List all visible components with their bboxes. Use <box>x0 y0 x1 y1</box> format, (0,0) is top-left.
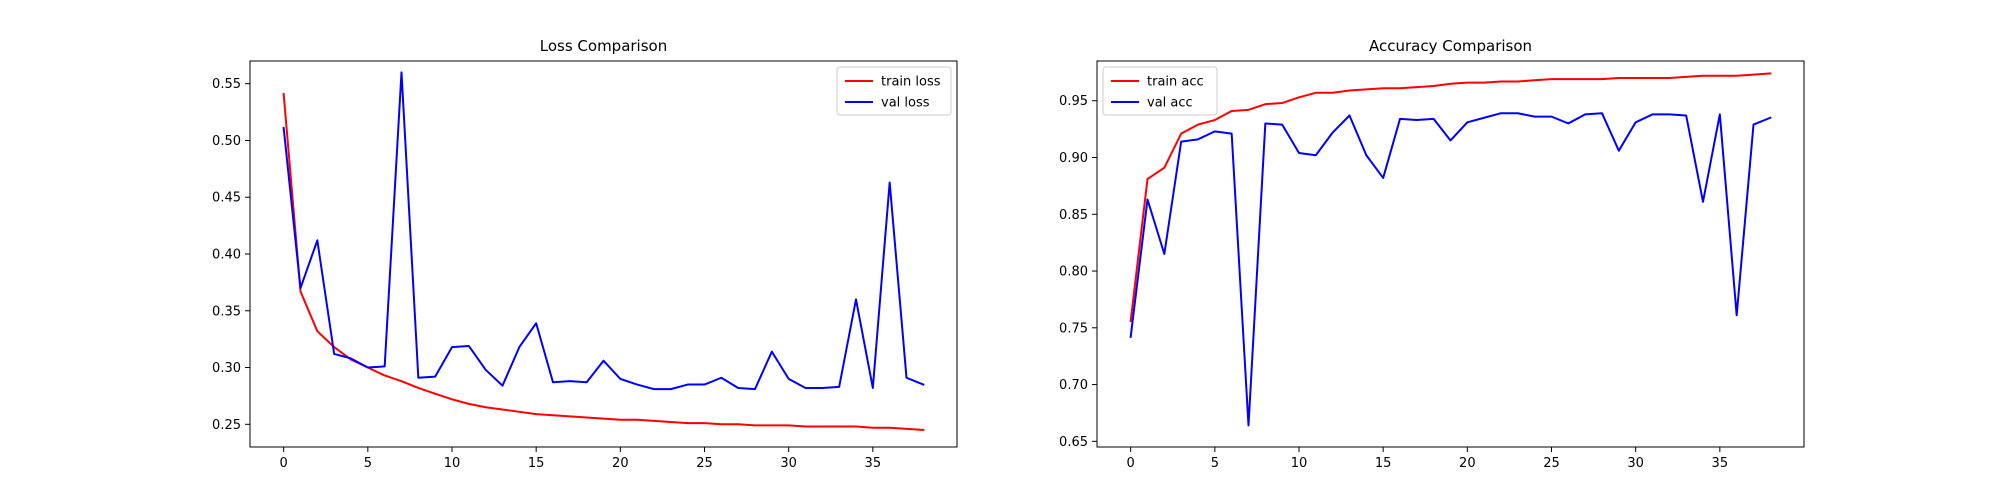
chart-1-accuracy-comparison-y-tick-label: 0.85 <box>1059 208 1088 223</box>
chart-0-loss-comparison-legend-label-train-loss: train loss <box>881 75 941 90</box>
chart-0-loss-comparison-legend-label-val-loss: val loss <box>881 96 930 111</box>
chart-0-loss-comparison-y-tick-label: 0.40 <box>212 248 241 263</box>
chart-0-loss-comparison-series-train-loss-line <box>282 92 925 432</box>
chart-1-accuracy-comparison-title: Accuracy Comparison <box>1369 37 1532 55</box>
accuracy-comparison-chart: Accuracy Comparison 0 5 10 15 20 25 30 35 0.65 0.7… <box>1059 37 1805 471</box>
chart-1-accuracy-comparison-y-tick-label: 0.90 <box>1059 151 1088 166</box>
chart-1-accuracy-comparison-x-tick-label: 10 <box>1291 456 1308 471</box>
chart-0-loss-comparison-y-tick-label: 0.30 <box>212 361 241 376</box>
chart-0-loss-comparison-x-tick-label: 30 <box>780 456 797 471</box>
chart-0-loss-comparison-legend: train loss val loss <box>836 66 952 116</box>
chart-0-loss-comparison-title: Loss Comparison <box>540 37 667 55</box>
chart-1-accuracy-comparison-legend: train acc val acc <box>1102 66 1218 116</box>
chart-1-accuracy-comparison-legend-label-val-acc: val acc <box>1147 96 1193 111</box>
chart-1-accuracy-comparison-axes-frame <box>1096 60 1805 448</box>
chart-0-loss-comparison-y-tick-label: 0.50 <box>212 134 241 149</box>
chart-0-loss-comparison-y-tick-label: 0.55 <box>212 77 241 92</box>
chart-0-loss-comparison-y-tick-label: 0.45 <box>212 191 241 206</box>
chart-0-loss-comparison-x-tick-label: 25 <box>696 456 713 471</box>
chart-1-accuracy-comparison-x-tick-label: 15 <box>1375 456 1392 471</box>
loss-comparison-chart: Loss Comparison 0 5 10 15 20 25 30 35 0.25 0.30 0.3… <box>212 37 958 471</box>
chart-0-loss-comparison-y-tick-label: 0.35 <box>212 304 241 319</box>
chart-0-loss-comparison-x-tick-label: 15 <box>528 456 545 471</box>
chart-1-accuracy-comparison-x-tick-label: 25 <box>1543 456 1560 471</box>
chart-1-accuracy-comparison-x-tick-label: 5 <box>1211 456 1219 471</box>
chart-1-accuracy-comparison-series-train-acc-line <box>1129 72 1772 323</box>
chart-0-loss-comparison-x-tick-label: 5 <box>364 456 372 471</box>
chart-0-loss-comparison-x-tick-label: 20 <box>612 456 629 471</box>
chart-0-loss-comparison-x-tick-label: 35 <box>865 456 882 471</box>
chart-1-accuracy-comparison-y-tick-label: 0.65 <box>1059 435 1088 450</box>
chart-1-accuracy-comparison-x-tick-label: 35 <box>1712 456 1729 471</box>
chart-1-accuracy-comparison-x-tick-label: 30 <box>1627 456 1644 471</box>
chart-1-accuracy-comparison-x-tick-label: 20 <box>1459 456 1476 471</box>
chart-1-accuracy-comparison-y-tick-label: 0.80 <box>1059 265 1088 280</box>
chart-0-loss-comparison-x-tick-label: 0 <box>280 456 288 471</box>
chart-1-accuracy-comparison-series-val-acc-line <box>1129 112 1772 427</box>
chart-1-accuracy-comparison-y-tick-label: 0.75 <box>1059 321 1088 336</box>
chart-0-loss-comparison-series-val-loss-line <box>282 71 925 391</box>
chart-1-accuracy-comparison-x-tick-label: 0 <box>1127 456 1135 471</box>
chart-1-accuracy-comparison-y-tick-label: 0.95 <box>1059 94 1088 109</box>
chart-0-loss-comparison-y-tick-label: 0.25 <box>212 418 241 433</box>
chart-1-accuracy-comparison-legend-label-train-acc: train acc <box>1147 75 1204 90</box>
chart-1-accuracy-comparison-y-tick-label: 0.70 <box>1059 378 1088 393</box>
chart-0-loss-comparison-x-tick-label: 10 <box>444 456 461 471</box>
